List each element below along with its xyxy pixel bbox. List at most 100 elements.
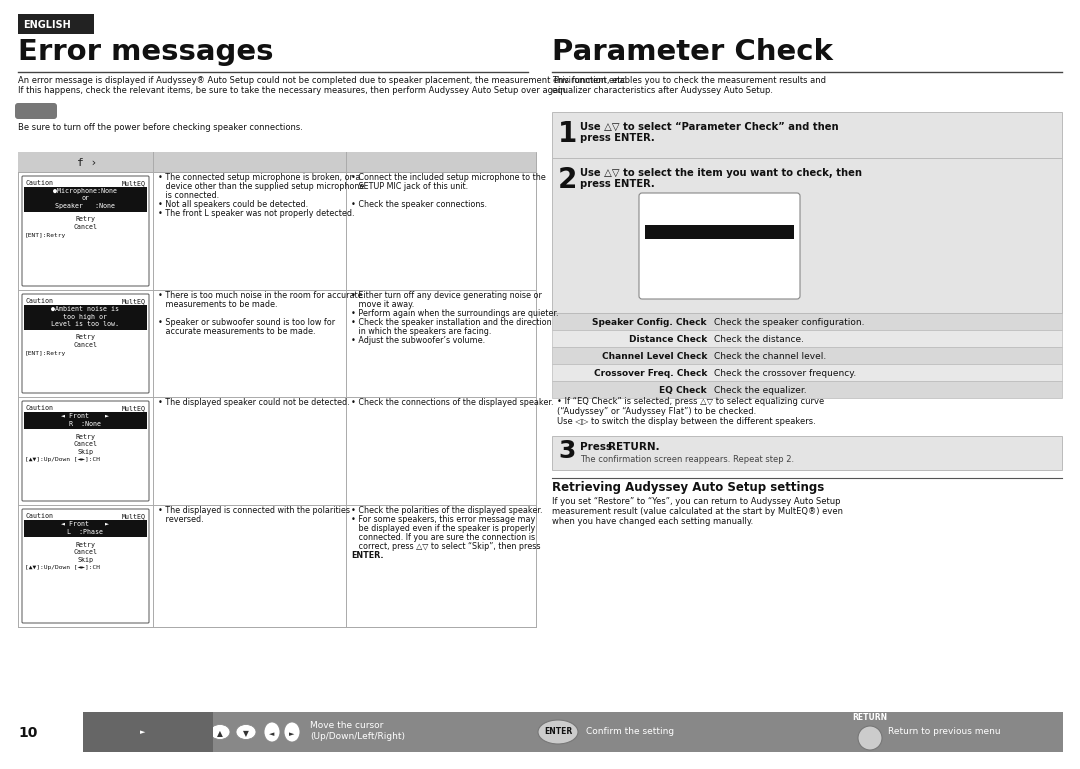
Text: ENTER: ENTER (544, 727, 572, 736)
Text: move it away.: move it away. (351, 300, 415, 309)
Text: 10: 10 (18, 726, 38, 740)
Text: 1: 1 (558, 120, 577, 148)
Text: MultEQ: MultEQ (122, 180, 146, 186)
Bar (645, 239, 794, 293)
Text: ◄ Front    ►: ◄ Front ► (60, 521, 109, 527)
Text: equalizer characteristics after Audyssey Auto Setup.: equalizer characteristics after Audyssey… (552, 86, 773, 95)
Text: • Check the connections of the displayed speaker.: • Check the connections of the displayed… (351, 398, 554, 407)
Text: device other than the supplied setup microphone: device other than the supplied setup mic… (158, 182, 364, 191)
Text: Cancel: Cancel (73, 550, 97, 555)
Text: press ENTER.: press ENTER. (580, 179, 654, 189)
Text: Skip: Skip (77, 449, 93, 455)
Text: measurement result (value calculated at the start by MultEQ®) even: measurement result (value calculated at … (552, 507, 843, 516)
Text: Caution: Caution (26, 298, 54, 304)
Text: Use △▽ to select the item you want to check, then: Use △▽ to select the item you want to ch… (580, 168, 862, 178)
Text: Be sure to turn off the power before checking speaker connections.: Be sure to turn off the power before che… (18, 123, 302, 132)
Text: correct, press △▽ to select “Skip”, then press: correct, press △▽ to select “Skip”, then… (351, 542, 540, 551)
Text: when you have changed each setting manually.: when you have changed each setting manua… (552, 517, 753, 526)
Ellipse shape (237, 724, 256, 740)
Text: RETURN: RETURN (852, 713, 888, 722)
Bar (83, 712, 1063, 752)
Text: RETURN.: RETURN. (608, 442, 660, 452)
Text: Move the cursor: Move the cursor (310, 721, 383, 730)
Text: R  :None: R :None (69, 421, 102, 427)
Bar (552, 364, 1062, 381)
Text: too high or: too high or (63, 314, 107, 319)
Text: • The displayed speaker could not be detected.: • The displayed speaker could not be det… (158, 398, 350, 407)
Text: Press: Press (580, 442, 616, 452)
Text: Level is too low.: Level is too low. (51, 321, 119, 327)
Circle shape (858, 726, 882, 750)
Text: [▲▼]:Up/Down [◄►]:CH: [▲▼]:Up/Down [◄►]:CH (25, 458, 100, 462)
Text: This function enables you to check the measurement results and: This function enables you to check the m… (552, 76, 826, 85)
Bar (24, 305, 147, 329)
Text: [ENT]:Retry: [ENT]:Retry (25, 351, 66, 355)
Text: f ›: f › (77, 158, 97, 168)
Text: Crossover Freq. Check: Crossover Freq. Check (594, 369, 707, 378)
Text: ●Ambient noise is: ●Ambient noise is (51, 306, 119, 312)
Text: • There is too much noise in the room for accurate: • There is too much noise in the room fo… (158, 291, 363, 300)
FancyBboxPatch shape (22, 401, 149, 501)
Bar (24, 187, 147, 211)
Bar (552, 381, 1062, 398)
Bar (18, 152, 536, 627)
Text: Caution: Caution (26, 180, 54, 186)
Bar (552, 347, 1062, 364)
Text: Check the distance.: Check the distance. (714, 335, 804, 344)
Text: Speaker Config. Check: Speaker Config. Check (593, 318, 707, 327)
Text: Caution: Caution (26, 405, 54, 411)
Text: be displayed even if the speaker is properly: be displayed even if the speaker is prop… (351, 524, 536, 533)
Bar (645, 199, 794, 225)
Text: Speaker   :None: Speaker :None (55, 203, 114, 209)
Bar (18, 14, 94, 34)
Text: measurements to be made.: measurements to be made. (158, 300, 278, 309)
Text: press ENTER.: press ENTER. (580, 133, 654, 143)
Text: or: or (81, 195, 89, 201)
Text: ►: ► (289, 731, 295, 737)
Text: SETUP MIC jack of this unit.: SETUP MIC jack of this unit. (351, 182, 468, 191)
Text: is connected.: is connected. (158, 191, 219, 200)
Bar (18, 152, 536, 172)
Text: • Connect the included setup microphone to the: • Connect the included setup microphone … (351, 173, 545, 182)
Bar (24, 520, 147, 537)
Text: Retry: Retry (75, 335, 95, 341)
Ellipse shape (538, 720, 578, 744)
Text: EQ Check: EQ Check (660, 386, 707, 395)
Text: If you set “Restore” to “Yes”, you can return to Audyssey Auto Setup: If you set “Restore” to “Yes”, you can r… (552, 497, 840, 506)
FancyBboxPatch shape (15, 103, 57, 119)
Text: Retry: Retry (75, 217, 95, 222)
Text: MultEQ: MultEQ (122, 405, 146, 411)
Text: • The displayed is connected with the polarities: • The displayed is connected with the po… (158, 506, 350, 515)
Text: • The connected setup microphone is broken, or a: • The connected setup microphone is brok… (158, 173, 361, 182)
Text: • Check the speaker installation and the direction: • Check the speaker installation and the… (351, 318, 552, 327)
FancyBboxPatch shape (22, 294, 149, 393)
Text: ◄ Front    ►: ◄ Front ► (60, 413, 109, 419)
Text: Error messages: Error messages (18, 38, 273, 66)
Text: Channel Level Check: Channel Level Check (602, 352, 707, 361)
Text: L  :Phase: L :Phase (67, 528, 103, 534)
Text: Use △▽ to select “Parameter Check” and then: Use △▽ to select “Parameter Check” and t… (580, 122, 839, 132)
Text: ENGLISH: ENGLISH (23, 20, 71, 30)
Text: • Either turn off any device generating noise or: • Either turn off any device generating … (351, 291, 542, 300)
Text: accurate measurements to be made.: accurate measurements to be made. (158, 327, 315, 336)
Text: • For some speakers, this error message may: • For some speakers, this error message … (351, 515, 536, 524)
Text: Distance Check: Distance Check (629, 335, 707, 344)
FancyBboxPatch shape (22, 176, 149, 286)
Bar (24, 412, 147, 429)
Bar (552, 436, 1062, 470)
Text: Check the equalizer.: Check the equalizer. (714, 386, 807, 395)
Text: connected. If you are sure the connection is: connected. If you are sure the connectio… (351, 533, 535, 542)
Text: • Perform again when the surroundings are quieter.: • Perform again when the surroundings ar… (351, 309, 558, 318)
Text: ◄: ◄ (269, 731, 274, 737)
Text: ENTER.: ENTER. (351, 551, 383, 560)
Bar (552, 313, 1062, 330)
Ellipse shape (210, 724, 230, 740)
Text: • The front L speaker was not properly detected.: • The front L speaker was not properly d… (158, 209, 354, 218)
Text: Retrieving Audyssey Auto Setup settings: Retrieving Audyssey Auto Setup settings (552, 481, 824, 494)
Text: • If “EQ Check” is selected, press △▽ to select equalizing curve: • If “EQ Check” is selected, press △▽ to… (557, 397, 824, 406)
Text: [▲▼]:Up/Down [◄►]:CH: [▲▼]:Up/Down [◄►]:CH (25, 565, 100, 571)
Bar (83, 712, 213, 752)
Text: Skip: Skip (77, 557, 93, 563)
Text: (Up/Down/Left/Right): (Up/Down/Left/Right) (310, 732, 405, 741)
Text: • Adjust the subwoofer’s volume.: • Adjust the subwoofer’s volume. (351, 336, 485, 345)
